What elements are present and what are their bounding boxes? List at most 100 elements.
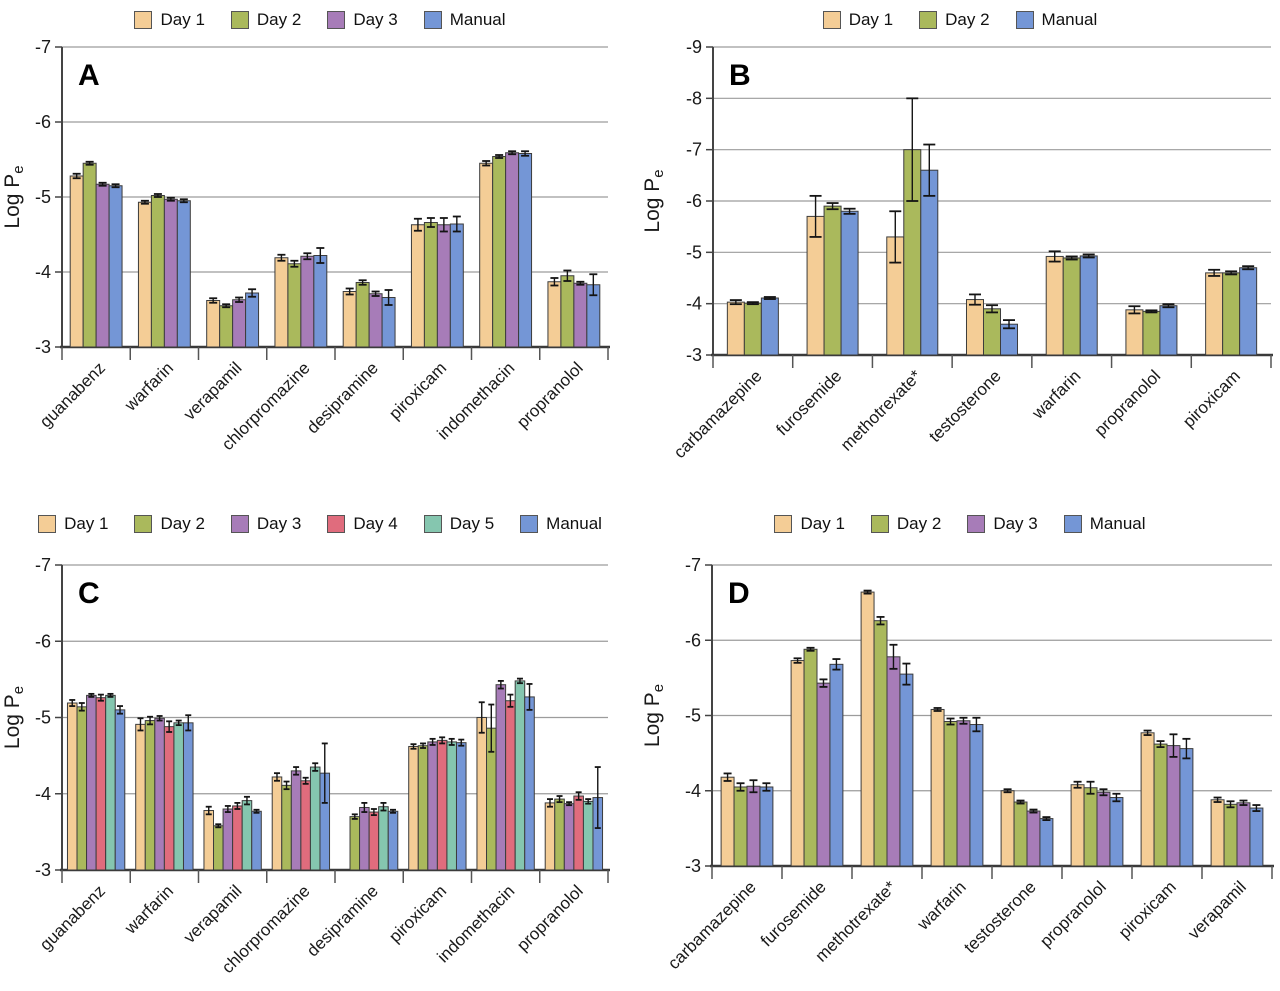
legend-item: Manual	[1015, 10, 1097, 30]
bar-warfarin-day-2	[943, 721, 958, 867]
legend-item: Day 3	[967, 514, 1038, 534]
y-tick-label: -6	[685, 630, 701, 650]
bar-piroxicam-day-3	[427, 741, 438, 871]
legend-swatch-day-1	[38, 515, 57, 533]
legend-swatch-manual	[520, 515, 539, 533]
legend-item: Manual	[520, 514, 602, 534]
legend-label: Day 1	[848, 10, 894, 29]
bar-piroxicam-day-1	[408, 745, 419, 871]
bar-indomethacin-day-1	[476, 717, 488, 871]
y-tick-label: -4	[35, 262, 51, 282]
category-label: warfarin	[120, 881, 177, 938]
bar-indomethacin-day-1	[479, 162, 494, 348]
bar-verapamil-day-1	[203, 810, 215, 871]
y-tick-label: -9	[686, 37, 702, 57]
legend-label: Manual	[449, 10, 506, 29]
bar-propranolol-manual	[1109, 797, 1124, 867]
legend-swatch-day-4	[327, 515, 346, 533]
legend-item: Day 3	[230, 514, 302, 534]
category-label: testosterone	[960, 877, 1040, 957]
bar-carbamazepine-day-2	[743, 302, 762, 356]
category-label: verapamil	[180, 881, 246, 947]
legend-item: Day 3	[327, 10, 398, 30]
bar-propranolol-day-2	[1142, 310, 1161, 356]
bar-desipramine-day-5	[378, 806, 389, 871]
bar-methotrexate-manual	[920, 169, 939, 356]
bar-warfarin-day-2	[150, 195, 165, 348]
category-label: verapamil	[1184, 877, 1250, 943]
bar-verapamil-day-4	[232, 805, 243, 871]
bar-indomethacin-day-3	[505, 152, 520, 348]
legend-item: Day 1	[134, 10, 205, 30]
legend-label: Day 1	[64, 514, 109, 533]
bar-piroxicam-day-2	[1153, 743, 1168, 867]
bar-carbamazepine-manual	[759, 786, 774, 867]
bar-warfarin-day-1	[1045, 255, 1064, 356]
category-label: piroxicam	[1115, 877, 1180, 942]
bar-warfarin-manual	[969, 724, 984, 867]
bar-warfarin-day-1	[135, 723, 146, 871]
bar-indomethacin-manual	[524, 696, 535, 871]
y-axis-title: Log Pe	[641, 169, 667, 232]
bar-testosterone-manual	[1039, 818, 1054, 867]
legend: Day 1 Day 2 Day 3 Manual	[0, 0, 640, 35]
legend-swatch-day-2	[230, 11, 249, 29]
bar-chlorpromazine-day-4	[300, 780, 311, 871]
y-tick-label: -5	[35, 187, 51, 207]
panel-c: Day 1 Day 2 Day 3 Day 4 Day 5 Manual -7 -6 -5 -4…	[0, 495, 640, 991]
bar-chlorpromazine-day-3	[290, 770, 302, 871]
bar-verapamil-day-2	[213, 825, 224, 871]
legend-label: Day 3	[256, 514, 302, 533]
category-label: propranolol	[513, 358, 587, 432]
y-tick-label: -6	[686, 191, 702, 211]
bar-propranolol-day-3	[573, 282, 588, 348]
bar-verapamil-manual	[1249, 807, 1264, 867]
category-label: piroxicam	[385, 358, 450, 423]
panel-b: Day 1 Day 2 Manual -9 -8 -7 -6 -5 -4 -3 carbamaze…	[640, 0, 1280, 495]
legend-item: Day 1	[38, 514, 108, 534]
legend-swatch-manual	[1063, 515, 1082, 533]
category-label: furosemide	[772, 366, 845, 439]
bar-propranolol-day-3	[563, 803, 575, 871]
bar-piroxicam-manual	[1179, 748, 1194, 867]
bar-piroxicam-day-4	[436, 739, 448, 871]
bar-guanabenz-day-4	[95, 697, 107, 871]
legend-label: Manual	[1089, 514, 1146, 533]
bar-guanabenz-day-2	[82, 162, 97, 348]
y-tick-label: -3	[35, 860, 51, 880]
legend-item: Day 2	[134, 514, 205, 534]
legend-label: Day 3	[993, 514, 1038, 533]
bar-furosemide-day-1	[790, 660, 805, 867]
bar-piroxicam-manual	[455, 742, 467, 871]
bar-propranolol-day-1	[544, 802, 556, 871]
y-tick-label: -3	[35, 337, 51, 357]
legend-label: Manual	[546, 514, 602, 533]
bar-piroxicam-day-3	[1166, 745, 1181, 867]
bar-guanabenz-day-5	[105, 694, 116, 871]
bar-propranolol-day-5	[582, 800, 594, 871]
bar-desipramine-day-4	[368, 811, 380, 871]
bar-piroxicam-day-1	[1140, 732, 1155, 867]
legend-swatch-day-2	[134, 515, 153, 533]
panel-letter: A	[78, 59, 100, 92]
category-label: desipramine	[303, 358, 382, 437]
legend-item: Day 2	[230, 10, 301, 30]
bar-verapamil-day-1	[206, 300, 221, 348]
category-label: guanabenz	[36, 358, 109, 431]
category-label: piroxicam	[1179, 366, 1244, 431]
legend-item: Day 1	[774, 514, 845, 534]
legend-label: Day 2	[945, 10, 990, 29]
bar-verapamil-day-1	[1210, 799, 1225, 867]
bar-desipramine-day-2	[349, 816, 361, 871]
bar-furosemide-day-3	[816, 682, 831, 867]
y-tick-label: -4	[685, 781, 701, 801]
category-label: testosterone	[925, 366, 1005, 446]
legend-swatch-day-2	[919, 11, 938, 29]
y-tick-label: -3	[685, 856, 701, 876]
bar-carbamazepine-day-2	[733, 786, 748, 867]
legend-item: Day 1	[822, 10, 894, 30]
legend-swatch-day-3	[967, 515, 986, 533]
bar-testosterone-day-1	[1000, 790, 1015, 867]
